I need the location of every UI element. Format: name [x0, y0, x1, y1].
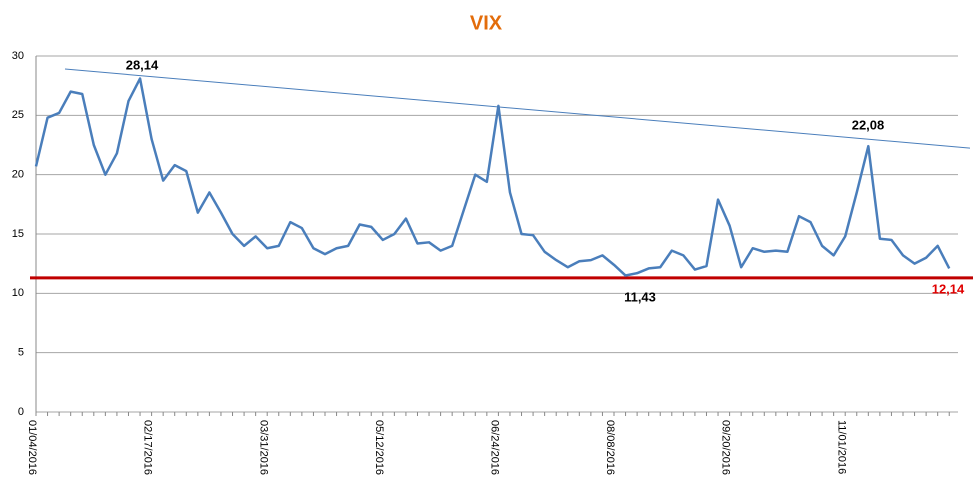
- x-tick-label: 05/12/2016: [373, 420, 385, 475]
- x-tick-label: 06/24/2016: [488, 420, 500, 475]
- y-tick-label: 30: [12, 50, 24, 62]
- x-tick-label: 01/04/2016: [26, 420, 38, 475]
- annotation: 11,43: [624, 289, 656, 304]
- annotation: 22,08: [852, 117, 885, 132]
- y-tick-label: 10: [12, 287, 24, 299]
- y-tick-label: 5: [18, 347, 24, 359]
- annotation: 28,14: [126, 57, 159, 72]
- trend-line: [64, 68, 971, 149]
- x-tick-label: 02/17/2016: [142, 420, 154, 475]
- y-tick-label: 25: [12, 109, 24, 121]
- y-tick-label: 0: [18, 406, 24, 418]
- x-tick-label: 03/31/2016: [257, 420, 269, 475]
- x-tick-label: 09/20/2016: [720, 420, 732, 475]
- x-tick-label: 11/01/2016: [835, 420, 847, 474]
- x-tick-label: 08/08/2016: [604, 420, 616, 475]
- chart-title: VIX: [470, 12, 503, 34]
- line-series: [34, 77, 951, 277]
- y-tick-label: 15: [12, 228, 24, 240]
- annotation: 12,14: [932, 281, 965, 296]
- y-tick-label: 20: [12, 169, 24, 181]
